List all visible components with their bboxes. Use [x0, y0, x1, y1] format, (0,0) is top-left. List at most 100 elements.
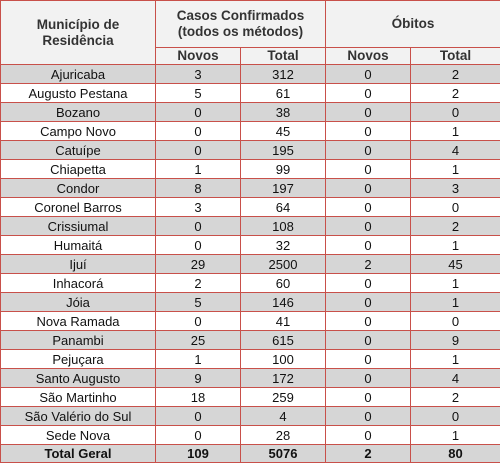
number-cell: 615: [240, 330, 326, 350]
municipality-cell: Pejuçara: [0, 349, 156, 369]
data-row: Ajuricaba 3 312 0 2: [0, 64, 500, 84]
number-cell: 1: [410, 273, 500, 293]
number-cell: 41: [240, 311, 326, 331]
subheader: Total: [410, 47, 500, 65]
number-cell: 1: [155, 159, 241, 179]
number-cell: 3: [155, 197, 241, 217]
number-cell: 2: [155, 273, 241, 293]
number-cell: 45: [240, 121, 326, 141]
municipality-cell: Santo Augusto: [0, 368, 156, 388]
municipality-cell: Campo Novo: [0, 121, 156, 141]
number-cell: 0: [325, 216, 411, 236]
data-row: Ijuí 29 2500 2 45: [0, 254, 500, 274]
municipality-cell: Jóia: [0, 292, 156, 312]
municipality-cell: Nova Ramada: [0, 311, 156, 331]
data-row: São Martinho 18 259 0 2: [0, 387, 500, 407]
number-cell: 0: [155, 406, 241, 426]
number-cell: 0: [325, 140, 411, 160]
data-row: Catuípe 0 195 0 4: [0, 140, 500, 160]
data-row: Augusto Pestana 5 61 0 2: [0, 83, 500, 103]
data-row: Nova Ramada 0 41 0 0: [0, 311, 500, 331]
number-cell: 0: [325, 121, 411, 141]
subheader: Novos: [155, 47, 241, 65]
municipality-cell: Catuípe: [0, 140, 156, 160]
number-cell: 80: [410, 444, 500, 463]
number-cell: 2500: [240, 254, 326, 274]
municipality-cell: São Martinho: [0, 387, 156, 407]
number-cell: 0: [325, 368, 411, 388]
table-body: Ajuricaba 3 312 0 2 Augusto Pestana 5 61 0 2 Bozan…: [0, 64, 500, 463]
number-cell: 2: [410, 64, 500, 84]
data-row: Santo Augusto 9 172 0 4: [0, 368, 500, 388]
number-cell: 0: [155, 140, 241, 160]
number-cell: 0: [325, 178, 411, 198]
number-cell: 4: [410, 368, 500, 388]
number-cell: 195: [240, 140, 326, 160]
number-cell: 5076: [240, 444, 326, 463]
number-cell: 0: [325, 102, 411, 122]
data-row: Sede Nova 0 28 0 1: [0, 425, 500, 445]
number-cell: 146: [240, 292, 326, 312]
number-cell: 1: [155, 349, 241, 369]
municipality-cell: Total Geral: [0, 444, 156, 463]
subheader: Total: [240, 47, 326, 65]
number-cell: 1: [410, 159, 500, 179]
total-row: Total Geral 109 5076 2 80: [0, 444, 500, 463]
number-cell: 18: [155, 387, 241, 407]
number-cell: 0: [325, 64, 411, 84]
data-row: Chiapetta 1 99 0 1: [0, 159, 500, 179]
number-cell: 0: [325, 197, 411, 217]
number-cell: 2: [410, 387, 500, 407]
municipality-cell: Coronel Barros: [0, 197, 156, 217]
number-cell: 0: [325, 387, 411, 407]
data-row: Humaitá 0 32 0 1: [0, 235, 500, 255]
number-cell: 0: [410, 102, 500, 122]
number-cell: 0: [155, 121, 241, 141]
number-cell: 64: [240, 197, 326, 217]
number-cell: 0: [410, 311, 500, 331]
municipality-cell: Condor: [0, 178, 156, 198]
municipality-cell: Panambi: [0, 330, 156, 350]
data-row: Jóia 5 146 0 1: [0, 292, 500, 312]
number-cell: 5: [155, 292, 241, 312]
municipality-cell: Inhacorá: [0, 273, 156, 293]
number-cell: 9: [410, 330, 500, 350]
number-cell: 1: [410, 121, 500, 141]
number-cell: 1: [410, 292, 500, 312]
number-cell: 28: [240, 425, 326, 445]
number-cell: 259: [240, 387, 326, 407]
municipality-cell: Ijuí: [0, 254, 156, 274]
number-cell: 32: [240, 235, 326, 255]
header-row: Município de Residência Casos Confirmado…: [0, 0, 500, 65]
number-cell: 108: [240, 216, 326, 236]
number-cell: 0: [325, 83, 411, 103]
subheader-row: Novos Total Novos Total: [1, 47, 500, 65]
number-cell: 45: [410, 254, 500, 274]
number-cell: 0: [155, 425, 241, 445]
data-row: Coronel Barros 3 64 0 0: [0, 197, 500, 217]
data-row: Campo Novo 0 45 0 1: [0, 121, 500, 141]
number-cell: 61: [240, 83, 326, 103]
cases-header: Casos Confirmados (todos os métodos): [155, 0, 326, 48]
number-cell: 0: [155, 311, 241, 331]
number-cell: 312: [240, 64, 326, 84]
data-row: São Valério do Sul 0 4 0 0: [0, 406, 500, 426]
municipality-cell: Sede Nova: [0, 425, 156, 445]
municipality-cell: Crissiumal: [0, 216, 156, 236]
municipality-header: Município de Residência: [0, 0, 156, 65]
number-cell: 29: [155, 254, 241, 274]
number-cell: 5: [155, 83, 241, 103]
number-cell: 0: [325, 273, 411, 293]
number-cell: 197: [240, 178, 326, 198]
number-cell: 0: [410, 406, 500, 426]
data-row: Bozano 0 38 0 0: [0, 102, 500, 122]
number-cell: 1: [410, 235, 500, 255]
number-cell: 0: [325, 406, 411, 426]
number-cell: 3: [410, 178, 500, 198]
number-cell: 109: [155, 444, 241, 463]
number-cell: 0: [325, 235, 411, 255]
municipality-cell: Chiapetta: [0, 159, 156, 179]
data-row: Crissiumal 0 108 0 2: [0, 216, 500, 236]
